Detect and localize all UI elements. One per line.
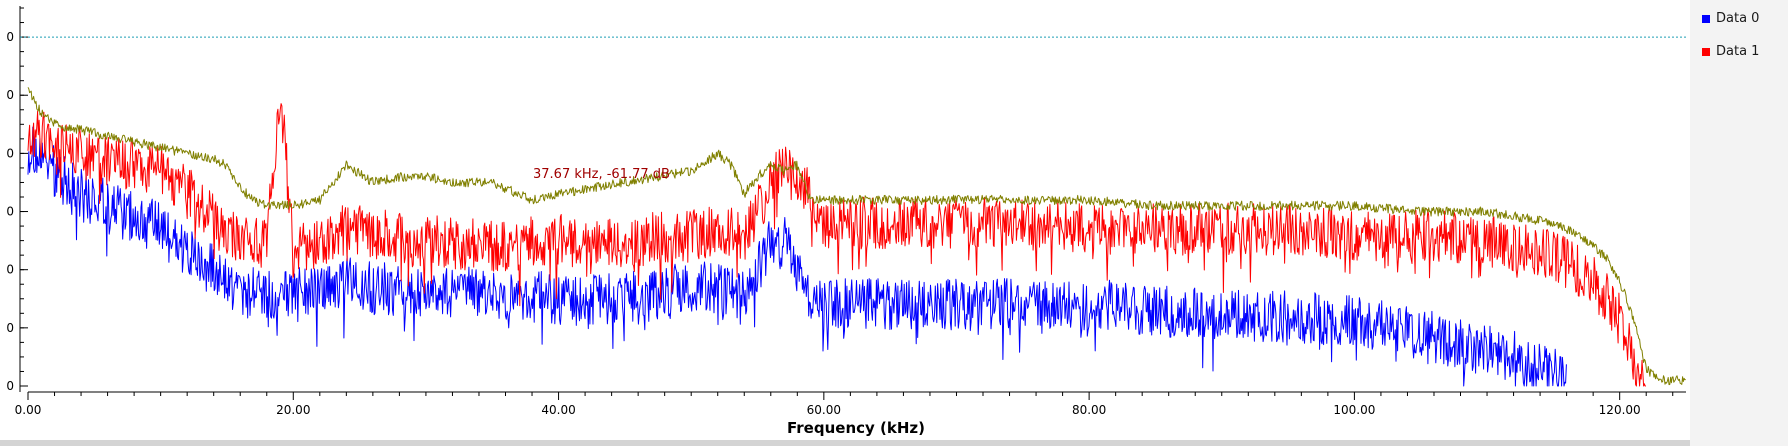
x-tick-label: 80.00 <box>1072 403 1106 417</box>
x-tick-label: 100.00 <box>1333 403 1375 417</box>
bottom-scrollbar[interactable] <box>0 440 1690 446</box>
x-axis-ticks: 0.00 20.00 40.00 60.00 80.00 100.00 120.00 <box>15 392 1674 417</box>
series-line-2 <box>27 87 1686 386</box>
y-tick-label: 0 <box>6 88 14 102</box>
legend-label-data-0: Data 0 <box>1716 11 1760 26</box>
x-tick-label: 20.00 <box>276 403 310 417</box>
spectrum-plot: 0 0 0 0 0 0 0 0.00 20.00 40.00 60.00 80.00 100.00 12… <box>6 6 1686 437</box>
series-line-1 <box>27 103 1646 387</box>
x-tick-label: 0.00 <box>15 403 42 417</box>
x-tick-label: 60.00 <box>807 403 841 417</box>
legend-swatch-data-1 <box>1702 47 1710 56</box>
series-group <box>27 87 1686 387</box>
legend-label-data-1: Data 1 <box>1716 44 1760 59</box>
marker-annotation: 37.67 kHz, -61.77 dB <box>533 167 670 182</box>
legend-item-data-1[interactable]: Data 1 <box>1702 44 1759 59</box>
series-line-0 <box>27 126 1567 387</box>
x-tick-label: 120.00 <box>1599 403 1641 417</box>
y-tick-label: 0 <box>6 146 14 160</box>
y-tick-label: 0 <box>6 321 14 335</box>
x-axis-title: Frequency (kHz) <box>787 419 925 437</box>
x-tick-label: 40.00 <box>541 403 575 417</box>
y-tick-label: 0 <box>6 263 14 277</box>
legend-item-data-0[interactable]: Data 0 <box>1702 11 1759 26</box>
y-tick-label: 0 <box>6 205 14 219</box>
legend: Data 0 Data 1 <box>1690 0 1788 446</box>
y-tick-label: 0 <box>6 379 14 393</box>
y-tick-label: 0 <box>6 30 14 44</box>
legend-swatch-data-0 <box>1702 14 1710 23</box>
